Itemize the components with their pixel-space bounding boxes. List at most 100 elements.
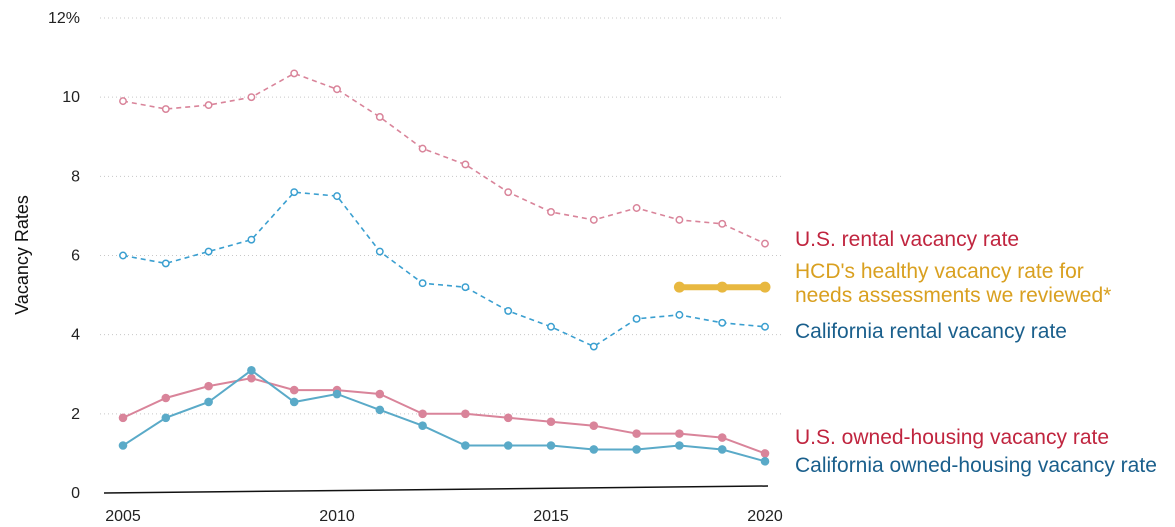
series-line-0	[122, 72, 766, 245]
series-3-point-9	[503, 413, 513, 423]
series-4-point-6	[375, 405, 385, 415]
series-3-point-3	[247, 373, 256, 383]
series-3	[118, 373, 770, 458]
x-tick-label-2020: 2020	[747, 508, 783, 525]
legend-label-0-line-0: U.S. rental vacancy rate	[795, 228, 1019, 251]
x-tick-label-2010: 2010	[319, 508, 355, 525]
series-2-point-12	[632, 314, 641, 323]
series-0-point-13	[675, 215, 684, 224]
series-1-point-0	[673, 281, 685, 293]
legend-label-2-line-0: California rental vacancy rate	[795, 320, 1067, 343]
series-4-point-4	[289, 397, 299, 407]
series-0-point-3	[247, 93, 256, 102]
series-3-point-7	[418, 409, 427, 419]
series-4-point-5	[332, 389, 342, 399]
series-4-point-12	[632, 445, 641, 454]
legend-label-1-line-1: needs assessments we reviewed*	[795, 284, 1111, 307]
x-tick-label-2005: 2005	[105, 508, 141, 525]
series-0-point-9	[504, 188, 513, 197]
series-4-point-9	[503, 441, 513, 450]
series-3-point-11	[589, 421, 599, 431]
series-2-point-13	[675, 310, 684, 319]
series-0-point-1	[161, 105, 170, 113]
series-4-point-10	[546, 441, 556, 450]
series-0-point-6	[375, 113, 384, 121]
y-axis: 0 2 4 6 8 10 12%	[48, 10, 80, 502]
y-tick-label-6: 6	[71, 248, 80, 265]
series-0-point-8	[461, 160, 470, 169]
series-3-point-14	[717, 433, 727, 442]
series-2-point-10	[547, 322, 555, 331]
series-2-point-11	[589, 342, 598, 351]
series-0-point-14	[718, 219, 727, 228]
legend-label-4: California owned-housing vacancy rate	[795, 454, 1157, 477]
series-3-point-15	[760, 449, 770, 458]
y-tick-label-8: 8	[71, 168, 80, 185]
series-0-point-11	[589, 215, 598, 224]
series-line-2	[122, 191, 766, 348]
series-3-point-10	[546, 417, 556, 427]
series-4-point-8	[461, 441, 470, 450]
series-3-point-0	[118, 413, 128, 423]
series-2-point-9	[504, 306, 513, 315]
legend-label-3: U.S. owned-housing vacancy rate	[795, 426, 1109, 449]
series-4-point-14	[717, 445, 727, 454]
grid-lines	[100, 17, 782, 415]
series-1	[673, 281, 771, 293]
series-3-point-12	[632, 429, 641, 438]
y-tick-label-0: 0	[71, 485, 80, 502]
legend: U.S. rental vacancy rate HCD's healthy va…	[795, 228, 1157, 477]
series-2-point-6	[375, 247, 384, 256]
series-0-point-12	[632, 204, 641, 212]
series-0-point-15	[761, 239, 769, 248]
series-2-point-5	[333, 192, 341, 201]
y-tick-label-2: 2	[71, 406, 80, 423]
series-0-point-5	[333, 85, 341, 94]
series-4-point-3	[247, 365, 256, 375]
legend-label-1-line-0: HCD's healthy vacancy rate for	[795, 260, 1084, 283]
legend-label-1: HCD's healthy vacancy rate for needs asse…	[795, 260, 1111, 307]
y-tick-label-10: 10	[62, 89, 80, 106]
y-tick-label-12: 12%	[48, 10, 80, 27]
series-0-point-2	[204, 101, 213, 110]
series-2-point-3	[247, 235, 256, 244]
legend-label-4-line-0: California owned-housing vacancy rate	[795, 454, 1157, 477]
series-2-point-15	[761, 322, 769, 331]
series-4-point-1	[161, 413, 171, 423]
series-3-point-8	[461, 409, 470, 419]
series-3-point-4	[289, 385, 299, 395]
series-1-point-1	[716, 281, 728, 293]
x-tick-label-2015: 2015	[533, 508, 569, 525]
x-axis: 2005 2010 2015 2020	[103, 485, 783, 525]
series-lines	[118, 69, 771, 466]
series-2-point-14	[718, 318, 727, 327]
series-4-point-2	[204, 397, 213, 407]
series-4-point-7	[418, 421, 427, 431]
series-2-point-7	[418, 279, 427, 288]
series-2-point-0	[119, 251, 127, 260]
series-2-point-8	[461, 283, 470, 292]
series-2	[119, 188, 769, 351]
series-3-point-6	[375, 389, 385, 399]
series-4	[118, 365, 770, 466]
series-3-point-2	[204, 381, 213, 391]
series-4-point-13	[675, 441, 684, 450]
series-4-point-11	[589, 445, 599, 454]
series-2-point-1	[161, 259, 170, 268]
series-0	[119, 69, 769, 248]
series-line-4	[122, 369, 766, 463]
legend-label-3-line-0: U.S. owned-housing vacancy rate	[795, 426, 1109, 449]
series-0-point-10	[547, 208, 555, 216]
series-0-point-7	[418, 144, 427, 153]
legend-label-0: U.S. rental vacancy rate	[795, 228, 1019, 251]
series-4-point-15	[760, 457, 770, 466]
y-tick-label-4: 4	[71, 327, 80, 344]
series-1-point-2	[759, 281, 771, 293]
y-axis-label: Vacancy Rates	[12, 195, 32, 315]
series-2-point-2	[204, 247, 213, 256]
legend-label-2: California rental vacancy rate	[795, 320, 1067, 343]
x-axis-line	[103, 485, 769, 494]
series-4-point-0	[118, 441, 128, 450]
series-line-3	[122, 377, 766, 455]
